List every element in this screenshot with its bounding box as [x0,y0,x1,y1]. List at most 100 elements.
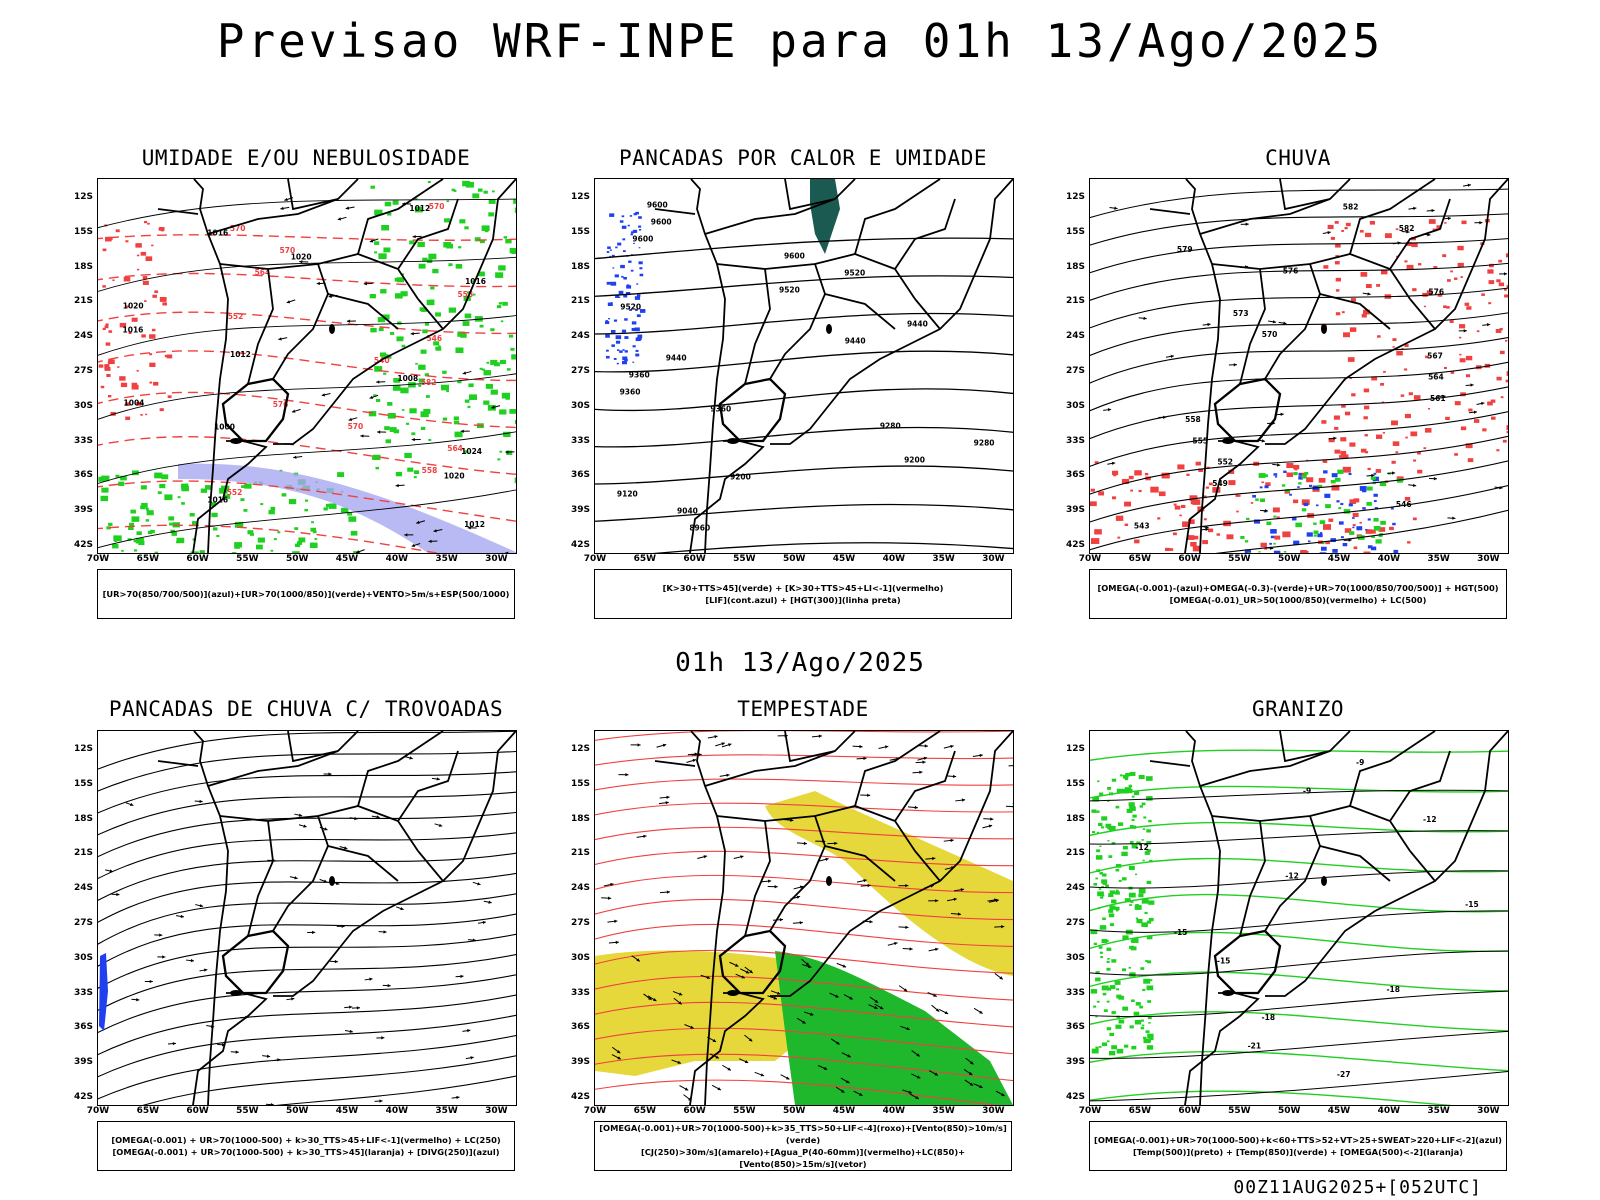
longitude-tick-label: 40W [1377,1106,1401,1116]
latitude-tick-label: 42S [570,1092,590,1102]
latitude-tick-label: 27S [570,366,590,376]
thickness-label: 552 [227,488,243,497]
latitude-tick-label: 21S [1065,848,1085,859]
longitude-tick-label: 50W [285,1106,309,1116]
contour-label: 9120 [617,490,638,499]
longitude-tick-label: 35W [1427,554,1450,564]
thickness-label: 570 [280,246,296,255]
latitude-tick-label: 27S [570,918,590,928]
thickness-label: 570 [429,202,445,211]
legend-line: [OMEGA(-0.001) + UR>70(1000-500) + k>30_… [111,1135,501,1145]
contour-label: 1008 [397,374,418,383]
map-plot-umidade: 1012 1016 1020 1016 1020 1016 1012 1008 1004 1000… [98,179,516,553]
latitude-tick-label: 30S [73,952,93,963]
latitude-tick-label: 42S [1065,540,1085,550]
legend-chuva: [OMEGA(-0.001)-(azul)+OMEGA(-0.3)-(verde… [1089,569,1507,619]
latitude-tick-label: 39S [1065,505,1085,516]
longitude-tick-label: 30W [1477,1106,1500,1116]
longitude-tick-label: 30W [982,554,1005,564]
longitude-tick-label: 30W [485,554,508,564]
longitude-tick-label: 35W [435,554,458,564]
latitude-tick-label: 30S [570,400,590,411]
latitude-tick-label: 36S [1065,1022,1085,1033]
thickness-label: 558 [457,290,473,299]
contour-label: 546 [1396,500,1412,509]
contour-label: 543 [1134,521,1150,530]
contour-label: 558 [1185,415,1201,424]
legend-line: [CJ(250)>30m/s](amarelo)+[Agua_P(40-60mm… [640,1147,966,1169]
thickness-label: 564 [255,268,271,277]
longitude-tick-label: 65W [1128,1106,1152,1116]
longitude-tick-label: 50W [782,1106,806,1116]
latitude-tick-label: 27S [73,918,93,928]
latitude-tick-label: 33S [73,987,93,998]
latitude-tick-label: 12S [1065,192,1085,202]
longitude-tick-label: 40W [385,554,409,564]
legend-line: [OMEGA(-0.001) + UR>70(1000-500) + k>30_… [112,1147,500,1157]
latitude-tick-label: 42S [570,540,590,550]
legend-line: [LIF](cont.azul) + [HGT(300)](linha pret… [705,595,901,605]
latitude-tick-label: 36S [570,470,590,481]
latitude-tick-label: 24S [1065,883,1085,894]
map-plot-pancadas: 9600 9600 9600 9600 9520 9520 9520 9440 9440 9440… [595,179,1013,553]
legend-line: [OMEGA(-0.001)+UR>70(1000-500)+k>35_TTS>… [599,1123,1007,1145]
latitude-tick-label: 24S [1065,331,1085,342]
latitude-tick-label: 39S [1065,1057,1085,1068]
longitude-tick-label: 50W [1277,554,1301,564]
thickness-label: 570 [230,224,246,233]
longitude-tick-label: 60W [186,554,209,564]
longitude-tick-label: 65W [1128,554,1152,564]
contour-label: -15 [1465,900,1479,909]
contour-label: -21 [1248,1042,1262,1051]
map-tempestade [594,730,1014,1106]
longitude-tick-label: 35W [932,554,955,564]
contour-label: 9040 [677,507,698,516]
latitude-tick-label: 27S [1065,918,1085,928]
contour-label: 9600 [784,252,805,261]
thickness-label: 570 [348,422,364,431]
longitude-tick-label: 55W [1228,554,1251,564]
longitude-tick-label: 50W [285,554,309,564]
latitude-tick-label: 12S [1065,744,1085,754]
map-plot-chuva: 582 582 579 576 576 573 570 567 564 561 558 555 552 5… [1090,179,1508,553]
map-plot-granizo: -9 -9 -12 -12 -12 -15 -15 -15 -18 -18 -21 -27 [1090,731,1508,1105]
map-plot-tempestade [595,731,1013,1105]
contour-label: 1012 [464,520,485,529]
latitude-tick-label: 27S [1065,366,1085,376]
contour-label: 9520 [779,286,800,295]
latitude-tick-label: 18S [570,261,590,272]
contour-label: 552 [1217,458,1233,467]
contour-label: 8960 [689,524,710,533]
longitude-tick-label: 55W [1228,1106,1251,1116]
legend-granizo: [OMEGA(-0.001)+UR>70(1000-500)+k<60+TTS>… [1089,1121,1507,1171]
contour-label: -12 [1135,843,1149,852]
contour-label: 1020 [123,301,144,310]
contour-label: 9440 [907,320,928,329]
contour-label: 9600 [651,218,672,227]
latitude-tick-label: 39S [570,505,590,516]
thickness-label: 576 [273,400,289,409]
longitude-tick-label: 30W [485,1106,508,1116]
latitude-tick-label: 36S [73,470,93,481]
contour-label: 9280 [974,439,995,448]
longitude-tick-label: 70W [1078,1106,1102,1116]
latitude-tick-label: 12S [570,744,590,754]
latitude-tick-label: 15S [73,226,93,237]
longitude-tick-label: 60W [1178,1106,1201,1116]
panel-title-chuva: CHUVA [1265,146,1331,170]
contour-label: 1004 [124,398,145,407]
latitude-tick-label: 21S [1065,296,1085,307]
longitude-tick-label: 45W [1327,554,1351,564]
longitude-tick-label: 35W [932,1106,955,1116]
latitude-tick-label: 15S [1065,778,1085,789]
contour-label: 579 [1177,245,1193,254]
latitude-tick-label: 27S [73,366,93,376]
contour-label: 9360 [629,371,650,380]
latitude-tick-label: 21S [570,296,590,307]
latitude-tick-label: 30S [73,400,93,411]
longitude-tick-label: 70W [1078,554,1102,564]
latitude-tick-label: 18S [570,813,590,824]
longitude-tick-label: 60W [1178,554,1201,564]
contour-label: 9520 [620,303,641,312]
longitude-tick-label: 55W [236,554,259,564]
